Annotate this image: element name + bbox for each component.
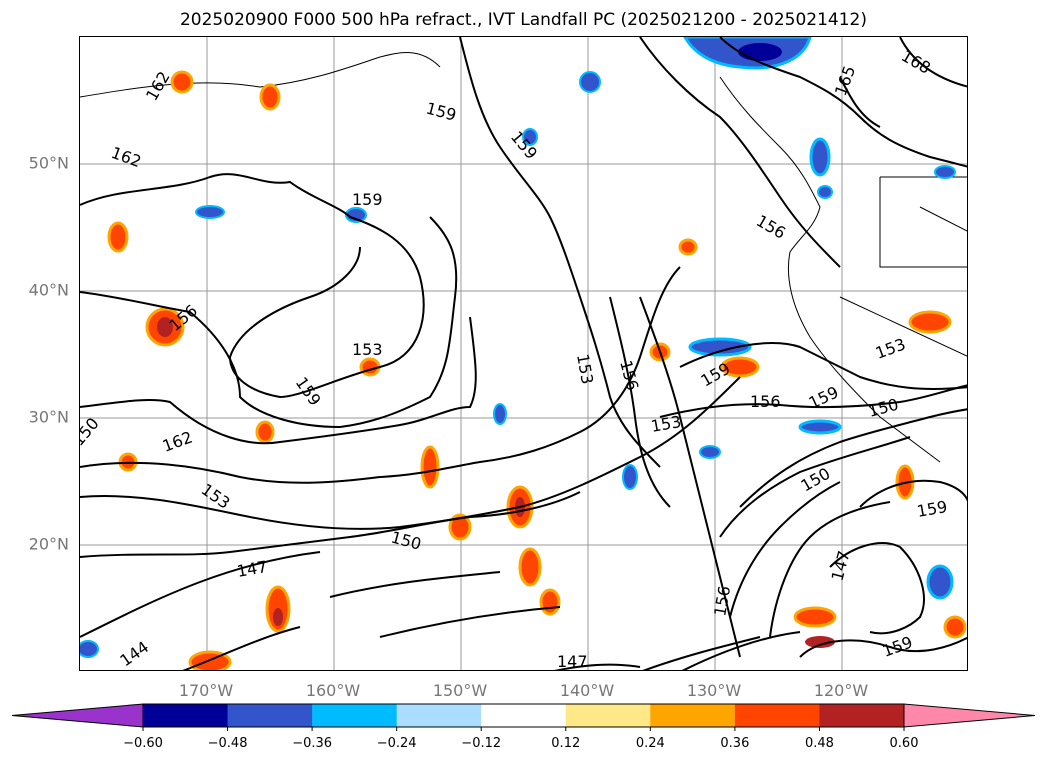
contour-label: 159	[915, 497, 948, 521]
contour-label: 159	[292, 373, 325, 409]
map-panel: 162 159 159 162 168 165 159 156 156 153 …	[79, 36, 968, 671]
colorbar-outline	[142, 703, 905, 728]
contour-label: 162	[160, 427, 195, 455]
contour-label: 147	[557, 652, 588, 671]
colorbar-tick-label: −0.36	[292, 736, 333, 751]
lon-label-130w: 130°W	[686, 681, 742, 700]
contour-label: 147	[235, 557, 268, 581]
lat-label-50n: 50°N	[28, 153, 69, 173]
contour-label: 162	[109, 143, 144, 171]
coastline	[80, 52, 967, 463]
lon-label-160w: 160°W	[305, 681, 361, 700]
map-svg: 162 159 159 162 168 165 159 156 156 153 …	[80, 37, 967, 671]
lon-label-140w: 140°W	[559, 681, 615, 700]
map-title: 2025020900 F000 500 hPa refract., IVT La…	[179, 10, 867, 30]
colorbar-tick-label: 0.24	[635, 736, 665, 751]
colorbar-extend-min	[11, 703, 144, 728]
colorbar-tick-label: 0.48	[804, 736, 834, 751]
colorbar-ticks	[142, 727, 905, 731]
contour-label: 153	[352, 340, 383, 359]
colorbar-segment	[819, 704, 905, 727]
contour-label: 159	[352, 190, 383, 209]
contour-label: 159	[880, 632, 915, 660]
colorbar-tick-label: 0.36	[720, 736, 750, 751]
contour-label: 150	[389, 528, 423, 554]
contour-label: 144	[116, 637, 152, 670]
colorbar-segment	[565, 704, 651, 727]
refractivity-contours	[80, 37, 967, 670]
colorbar-tick-label: −0.60	[123, 736, 163, 751]
contour-label: 150	[798, 464, 834, 496]
contour-label: 165	[831, 63, 859, 98]
colorbar-tick-label: −0.48	[207, 736, 248, 751]
colorbar-segment	[227, 704, 313, 727]
contour-label: 156	[750, 392, 781, 411]
colorbar-tick-label: −0.12	[461, 736, 502, 751]
colorbar-segment	[650, 704, 736, 727]
colorbar-extend-max	[903, 703, 1036, 728]
contour-label: 156	[753, 211, 789, 243]
colorbar-tick-label: 0.60	[889, 736, 919, 751]
colorbar-segments	[11, 703, 1036, 728]
lon-label-150w: 150°W	[432, 681, 488, 700]
lon-label-120w: 120°W	[813, 681, 869, 700]
contour-label: 150	[866, 395, 900, 421]
contour-label: 159	[806, 382, 842, 412]
cool-shading	[80, 37, 956, 658]
lat-label-40n: 40°N	[28, 280, 69, 300]
colorbar-segment	[734, 704, 820, 727]
colorbar-tick-label: −0.24	[376, 736, 417, 751]
colorbar-segment	[396, 704, 482, 727]
lat-label-30n: 30°N	[28, 407, 69, 427]
colorbar-tick-label: 0.12	[551, 736, 581, 751]
contour-label: 153	[873, 334, 908, 362]
contour-label: 153	[573, 352, 597, 385]
contour-label: 159	[424, 99, 458, 125]
colorbar-segment	[481, 704, 567, 727]
colorbar-segment	[143, 704, 229, 727]
lon-label-170w: 170°W	[178, 681, 234, 700]
lat-label-20n: 20°N	[28, 534, 69, 554]
contour-label: 147	[828, 549, 854, 583]
colorbar-segment	[312, 704, 398, 727]
contour-label: 150	[80, 414, 103, 450]
contour-label: 168	[898, 46, 934, 78]
contour-label: 162	[142, 68, 174, 104]
